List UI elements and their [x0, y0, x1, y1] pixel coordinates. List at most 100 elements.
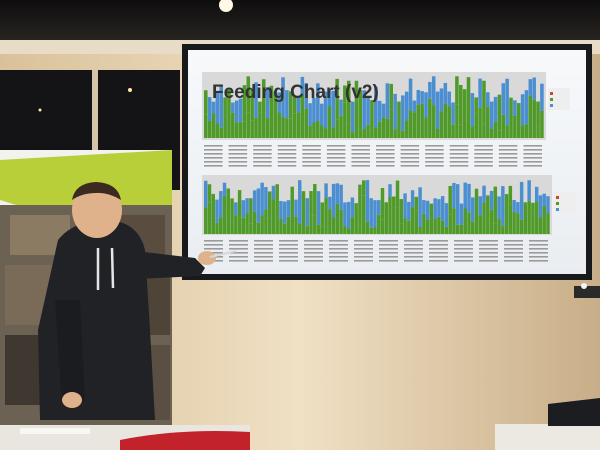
legend-swatch: [556, 202, 559, 205]
slide-text-line: [429, 256, 448, 258]
presenter-lower-arm: [55, 300, 85, 405]
feeding-bar: [463, 208, 467, 234]
slide-text-line: [229, 248, 248, 250]
slide-text-line: [429, 260, 448, 262]
feeding-bar: [462, 121, 467, 138]
feeding-bar: [204, 114, 208, 138]
feeding-bar: [534, 201, 539, 234]
feeding-bar: [388, 184, 392, 197]
feeding-bar: [486, 106, 490, 138]
feeding-bar: [234, 215, 238, 234]
feeding-bar: [319, 125, 324, 138]
feeding-bar: [519, 181, 524, 220]
slide-text-line: [304, 252, 323, 254]
slide-text-line: [351, 157, 370, 159]
feeding-bar: [459, 124, 463, 138]
slide-text-line: [400, 161, 420, 163]
feeding-bar: [452, 182, 456, 209]
slide-text-line: [376, 161, 395, 163]
feeding-bar: [482, 185, 486, 203]
feeding-bar: [354, 100, 359, 138]
feeding-bar: [504, 194, 509, 220]
slide-text-line: [302, 145, 321, 147]
slide-text-line: [254, 260, 273, 262]
feeding-bar: [546, 213, 550, 234]
feeding-bar: [271, 199, 276, 234]
feeding-bar: [320, 202, 325, 227]
feeding-bar: [246, 76, 251, 113]
feeding-bar: [516, 202, 520, 214]
feeding-bar: [245, 198, 249, 214]
slide-text-line: [376, 165, 395, 167]
feeding-bar: [346, 201, 351, 229]
feeding-bar: [536, 101, 540, 128]
slide-text-line: [254, 256, 273, 258]
slide-text-line: [425, 153, 444, 155]
feeding-bar: [335, 203, 340, 234]
feeding-bar: [389, 109, 393, 138]
feeding-bar: [508, 203, 513, 234]
slide-text-line: [454, 260, 473, 262]
feeding-bar: [335, 78, 339, 120]
feeding-bar: [254, 82, 258, 118]
feeding-bar: [397, 131, 401, 138]
feeding-bar: [532, 77, 536, 100]
legend-swatch: [550, 104, 553, 107]
feeding-bar: [534, 186, 539, 202]
slide-text-line: [228, 149, 248, 151]
feeding-bar: [343, 202, 347, 226]
feeding-bar: [448, 185, 452, 215]
feeding-bar: [524, 90, 529, 125]
slide-text-line: [498, 149, 518, 151]
slide-text-line: [498, 153, 518, 155]
feeding-bar: [219, 217, 223, 234]
slide-text-line: [279, 256, 298, 258]
slide-text-line: [254, 252, 273, 254]
presenter-lower-hand: [62, 392, 82, 408]
feeding-bar: [269, 125, 274, 138]
feeding-bar: [358, 90, 363, 130]
feeding-bar: [301, 191, 306, 208]
feeding-bar: [241, 217, 246, 234]
slide-text-line: [454, 248, 473, 250]
feeding-bar: [309, 191, 313, 215]
feeding-bar: [215, 92, 220, 124]
feeding-bar: [316, 191, 321, 225]
slide-text-line: [479, 248, 498, 250]
feeding-bar: [416, 89, 421, 105]
feeding-bar: [433, 218, 437, 234]
slide-text-line: [404, 252, 423, 254]
feeding-bar: [296, 96, 301, 113]
feeding-bar: [275, 200, 279, 234]
feeding-bar: [312, 97, 316, 123]
slide-text-line: [204, 165, 223, 167]
slide-text-line: [376, 153, 395, 155]
feeding-bar: [404, 120, 409, 138]
feeding-bar: [538, 195, 543, 218]
slide-text-line: [425, 145, 444, 147]
feeding-bar: [381, 103, 386, 118]
feeding-bar: [451, 124, 455, 138]
slide-text-line: [277, 153, 297, 155]
slide-text-line: [279, 248, 298, 250]
feeding-bar: [285, 90, 289, 119]
feeding-bar: [410, 190, 415, 208]
feeding-bar: [316, 121, 320, 138]
slide-text-line: [498, 145, 518, 147]
feeding-bar: [467, 183, 471, 213]
slide-text-line: [204, 244, 223, 246]
slide-text-line: [474, 161, 493, 163]
feeding-bar: [377, 100, 382, 122]
feeding-bar: [267, 218, 272, 234]
feeding-bar: [493, 223, 498, 234]
slide-text-line: [302, 165, 321, 167]
window-reflection-light: [38, 108, 42, 112]
feeding-bar: [227, 88, 231, 116]
slide-text-line: [479, 256, 498, 258]
feeding-bar: [279, 219, 283, 234]
feeding-bar: [350, 132, 355, 138]
feeding-bar: [467, 212, 471, 234]
feeding-bar: [501, 83, 506, 115]
feeding-bar: [204, 90, 208, 115]
feeding-bar: [418, 187, 422, 227]
